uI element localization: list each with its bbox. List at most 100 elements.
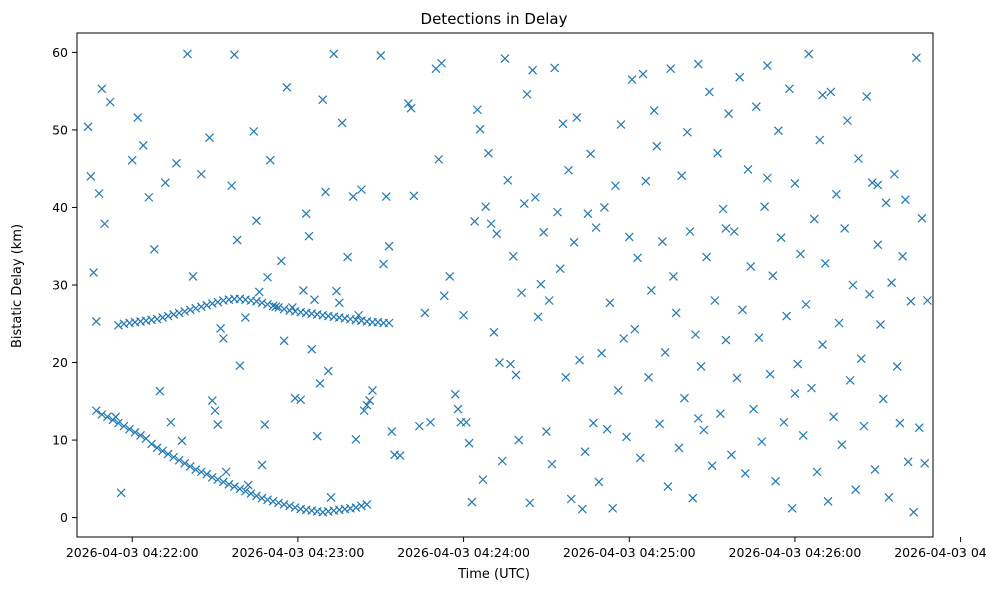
data-point: [152, 443, 162, 453]
data-point: [903, 457, 913, 467]
data-point: [790, 389, 800, 398]
data-point: [876, 320, 885, 329]
data-point: [241, 486, 250, 496]
data-point: [495, 358, 504, 367]
data-point: [235, 484, 245, 494]
data-point: [174, 308, 184, 318]
data-point: [351, 434, 361, 444]
data-point: [566, 494, 576, 504]
data-point: [102, 412, 112, 422]
data-point: [796, 249, 805, 259]
x-tick-label: 2026-04-03 04:26:00: [729, 545, 862, 560]
data-point: [638, 69, 648, 79]
data-point: [307, 344, 317, 354]
data-point: [406, 103, 416, 113]
data-point: [666, 64, 676, 74]
data-point: [290, 393, 300, 403]
data-point: [762, 61, 772, 70]
plot-frame: [76, 32, 934, 538]
data-point: [873, 180, 883, 190]
data-point: [842, 116, 852, 126]
data-point: [285, 501, 295, 511]
data-point: [263, 299, 272, 309]
data-point: [854, 154, 863, 164]
data-point: [94, 189, 104, 198]
data-point: [740, 468, 750, 478]
data-point: [481, 202, 491, 212]
data-point: [191, 303, 201, 313]
data-point: [798, 431, 808, 440]
data-point: [776, 233, 786, 243]
data-markers: [83, 49, 932, 517]
data-point: [619, 334, 629, 343]
data-point: [743, 165, 753, 174]
data-point: [685, 227, 695, 236]
data-point: [334, 298, 344, 308]
data-point: [547, 459, 557, 469]
data-point: [268, 496, 278, 506]
data-point: [147, 439, 156, 449]
data-point: [174, 455, 184, 465]
data-point: [260, 420, 270, 429]
data-point: [856, 354, 866, 364]
data-point: [530, 192, 540, 202]
data-point: [91, 317, 101, 326]
data-point: [660, 348, 670, 357]
data-point: [232, 235, 242, 245]
data-point: [263, 495, 272, 505]
data-point: [715, 409, 725, 419]
data-point: [315, 379, 325, 388]
data-point: [329, 49, 339, 59]
data-point: [279, 336, 289, 346]
data-point: [183, 49, 192, 59]
y-tick-label: 40: [52, 200, 68, 215]
data-point: [470, 216, 480, 226]
data-point: [727, 450, 736, 460]
data-point: [356, 185, 366, 195]
data-point: [751, 102, 761, 112]
data-point: [213, 475, 223, 485]
data-point: [464, 438, 474, 448]
data-point: [735, 72, 745, 82]
data-point: [696, 361, 706, 371]
data-point: [395, 451, 405, 461]
data-point: [116, 488, 126, 498]
data-point: [533, 312, 543, 322]
data-point: [517, 288, 526, 298]
data-point: [613, 386, 623, 395]
data-point: [113, 418, 123, 428]
data-point: [235, 361, 245, 371]
data-point: [426, 417, 435, 427]
data-point: [257, 298, 267, 308]
data-point: [729, 227, 739, 236]
data-point: [185, 305, 195, 315]
data-point: [229, 50, 239, 60]
data-point: [185, 462, 195, 471]
data-point: [820, 258, 830, 268]
data-point: [202, 469, 212, 479]
data-point: [782, 311, 792, 321]
data-point: [351, 503, 361, 512]
data-point: [160, 178, 170, 188]
data-point: [884, 493, 894, 502]
data-point: [299, 286, 308, 295]
data-point: [163, 449, 173, 459]
data-point: [867, 178, 877, 188]
x-tick-label: 2026-04-03 04:27:00: [894, 545, 986, 560]
data-point: [873, 240, 883, 250]
data-point: [663, 482, 673, 492]
data-point: [588, 418, 598, 428]
data-point: [699, 425, 709, 435]
data-point: [268, 301, 278, 311]
data-point: [831, 189, 841, 199]
data-point: [605, 298, 615, 308]
data-point: [500, 54, 510, 64]
data-point: [909, 507, 919, 517]
data-point: [677, 171, 687, 181]
data-point: [815, 135, 825, 145]
data-point: [693, 59, 703, 69]
data-point: [384, 318, 394, 328]
data-point: [818, 340, 827, 350]
data-point: [646, 286, 656, 295]
data-point: [553, 207, 562, 217]
